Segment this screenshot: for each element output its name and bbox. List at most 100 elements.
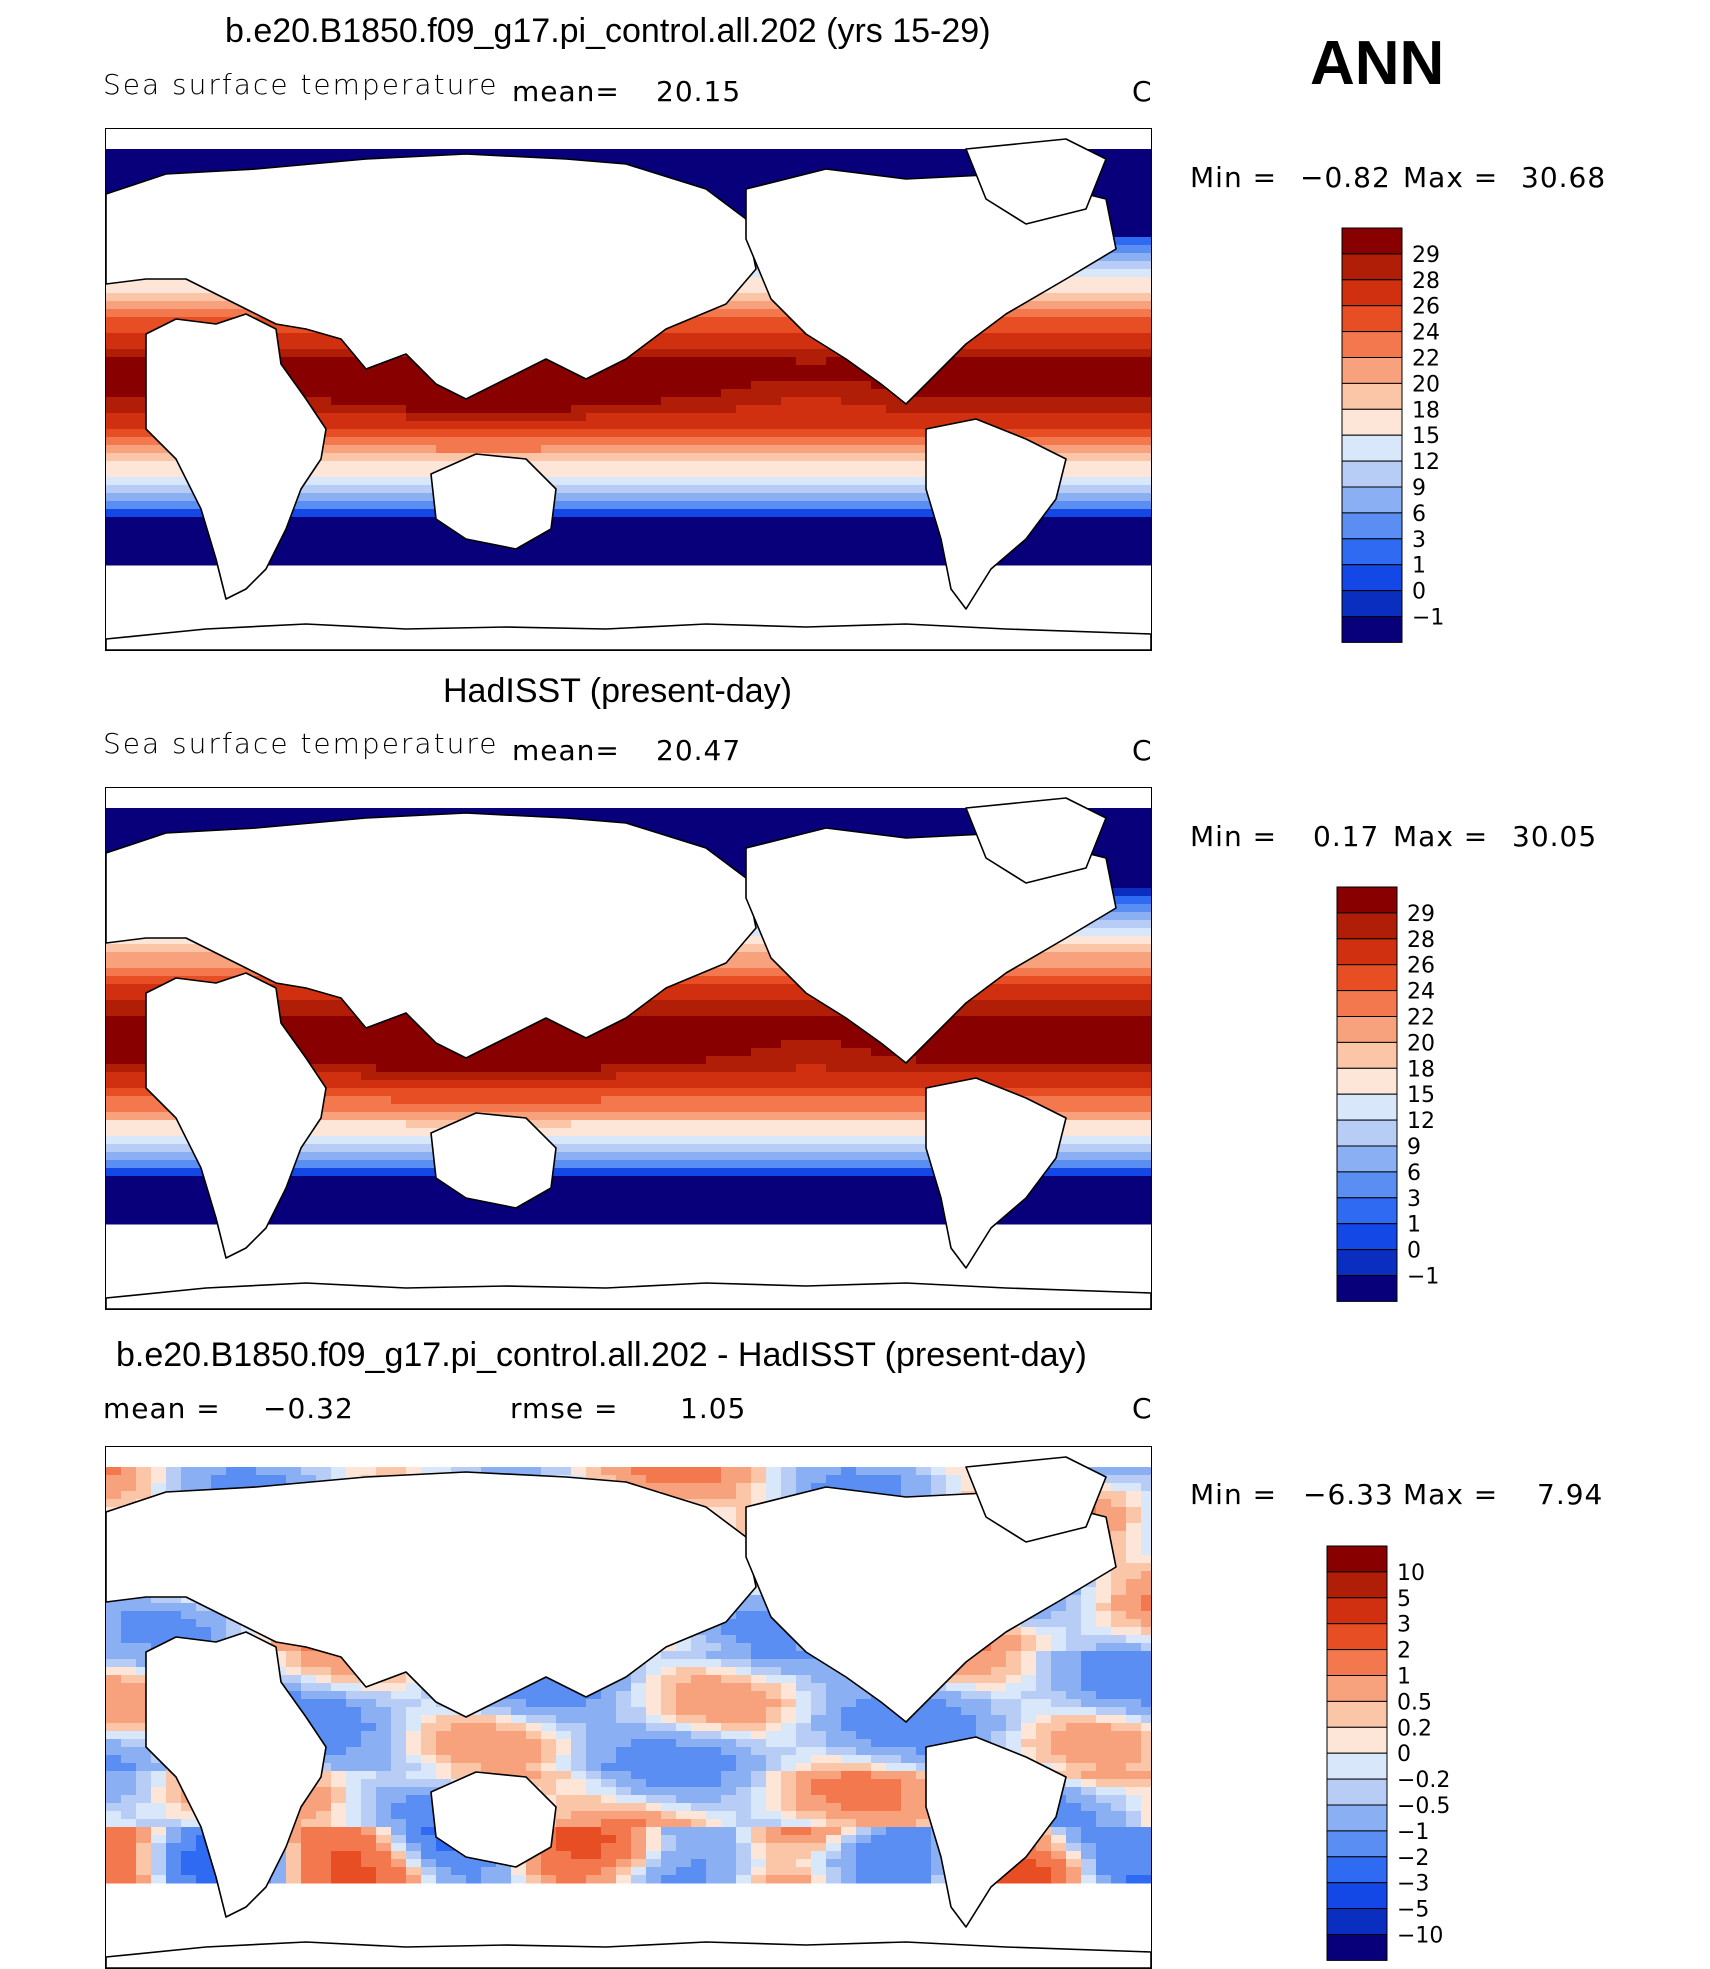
ocean-cell xyxy=(361,485,377,494)
ocean-cell xyxy=(991,365,1007,374)
ocean-cell xyxy=(1051,333,1067,342)
ocean-cell xyxy=(541,461,557,470)
ocean-cell xyxy=(826,413,842,422)
ocean-cell xyxy=(106,333,122,342)
ocean-cell xyxy=(541,453,557,462)
ocean-cell xyxy=(121,549,137,558)
ocean-cell xyxy=(331,421,347,430)
ocean-cell xyxy=(1141,533,1151,542)
ocean-cell xyxy=(1126,517,1142,526)
ocean-cell xyxy=(961,397,977,406)
ocean-cell xyxy=(616,437,632,446)
ocean-cell xyxy=(526,405,542,414)
ocean-cell xyxy=(826,808,842,817)
ocean-cell xyxy=(271,325,287,334)
ocean-cell xyxy=(1111,928,1127,937)
ocean-cell xyxy=(1096,261,1112,270)
ocean-cell xyxy=(316,397,332,406)
ocean-cell xyxy=(871,437,887,446)
ocean-cell xyxy=(781,808,797,817)
ocean-cell xyxy=(136,173,152,182)
ocean-cell xyxy=(346,517,362,526)
ocean-cell xyxy=(601,477,617,486)
ocean-cell xyxy=(706,477,722,486)
ocean-cell xyxy=(1006,397,1022,406)
ocean-cell xyxy=(1126,357,1142,366)
ocean-cell xyxy=(151,477,167,486)
ocean-cell xyxy=(1111,437,1127,446)
ocean-cell xyxy=(871,421,887,430)
ocean-cell xyxy=(106,325,122,334)
ocean-cell xyxy=(1141,824,1151,833)
ocean-cell xyxy=(511,557,527,566)
ocean-cell xyxy=(751,477,767,486)
ocean-cell xyxy=(826,445,842,454)
ocean-cell xyxy=(616,381,632,390)
ocean-cell xyxy=(676,501,692,510)
panel-1-min-value: −0.82 xyxy=(1300,161,1391,194)
ocean-cell xyxy=(601,485,617,494)
ocean-cell xyxy=(361,389,377,398)
ocean-cell xyxy=(421,381,437,390)
ocean-cell xyxy=(1141,453,1151,462)
ocean-cell xyxy=(1111,832,1127,841)
ocean-cell xyxy=(106,437,122,446)
ocean-cell xyxy=(1141,285,1151,294)
ocean-cell xyxy=(1096,381,1112,390)
ocean-cell xyxy=(1096,848,1112,857)
ocean-cell xyxy=(1126,397,1142,406)
ocean-cell xyxy=(1141,229,1151,238)
ocean-cell xyxy=(1096,317,1112,326)
ocean-cell xyxy=(1006,381,1022,390)
ocean-cell xyxy=(526,397,542,406)
ocean-cell xyxy=(211,309,227,318)
panel-1-min-label: Min = xyxy=(1190,161,1278,194)
ocean-cell xyxy=(1096,840,1112,849)
ocean-cell xyxy=(316,413,332,422)
ocean-cell xyxy=(1111,469,1127,478)
ocean-cell xyxy=(676,469,692,478)
ocean-cell xyxy=(271,549,287,558)
ocean-cell xyxy=(1051,533,1067,542)
ocean-cell xyxy=(166,477,182,486)
ocean-cell xyxy=(766,325,782,334)
ocean-cell xyxy=(1036,525,1052,534)
ocean-cell xyxy=(631,421,647,430)
ocean-cell xyxy=(1036,429,1052,438)
panel-2-min-value: 0.17 xyxy=(1313,820,1380,853)
ocean-cell xyxy=(1081,421,1097,430)
ocean-cell xyxy=(1036,541,1052,550)
ocean-cell xyxy=(436,541,452,550)
ocean-cell xyxy=(976,413,992,422)
ocean-cell xyxy=(1021,389,1037,398)
ocean-cell xyxy=(976,333,992,342)
ocean-cell xyxy=(151,485,167,494)
ocean-cell xyxy=(1141,149,1151,158)
ocean-cell xyxy=(331,525,347,534)
ocean-cell xyxy=(706,189,722,198)
ocean-cell xyxy=(631,437,647,446)
ocean-cell xyxy=(361,469,377,478)
ocean-cell xyxy=(736,333,752,342)
ocean-cell xyxy=(391,405,407,414)
ocean-cell xyxy=(871,477,887,486)
ocean-cell xyxy=(1141,485,1151,494)
ocean-cell xyxy=(841,525,857,534)
ocean-cell xyxy=(391,517,407,526)
ocean-cell xyxy=(871,557,887,566)
ocean-cell xyxy=(721,173,737,182)
coastline xyxy=(965,138,1107,225)
ocean-cell xyxy=(796,445,812,454)
ocean-cell xyxy=(481,549,497,558)
ocean-cell xyxy=(1066,509,1082,518)
ocean-cell xyxy=(376,365,392,374)
ocean-cell xyxy=(106,301,122,310)
ocean-cell xyxy=(991,341,1007,350)
ocean-cell xyxy=(811,373,827,382)
ocean-cell xyxy=(286,357,302,366)
ocean-cell xyxy=(646,517,662,526)
ocean-cell xyxy=(631,413,647,422)
ocean-cell xyxy=(391,397,407,406)
ocean-cell xyxy=(691,549,707,558)
ocean-cell xyxy=(1111,181,1127,190)
